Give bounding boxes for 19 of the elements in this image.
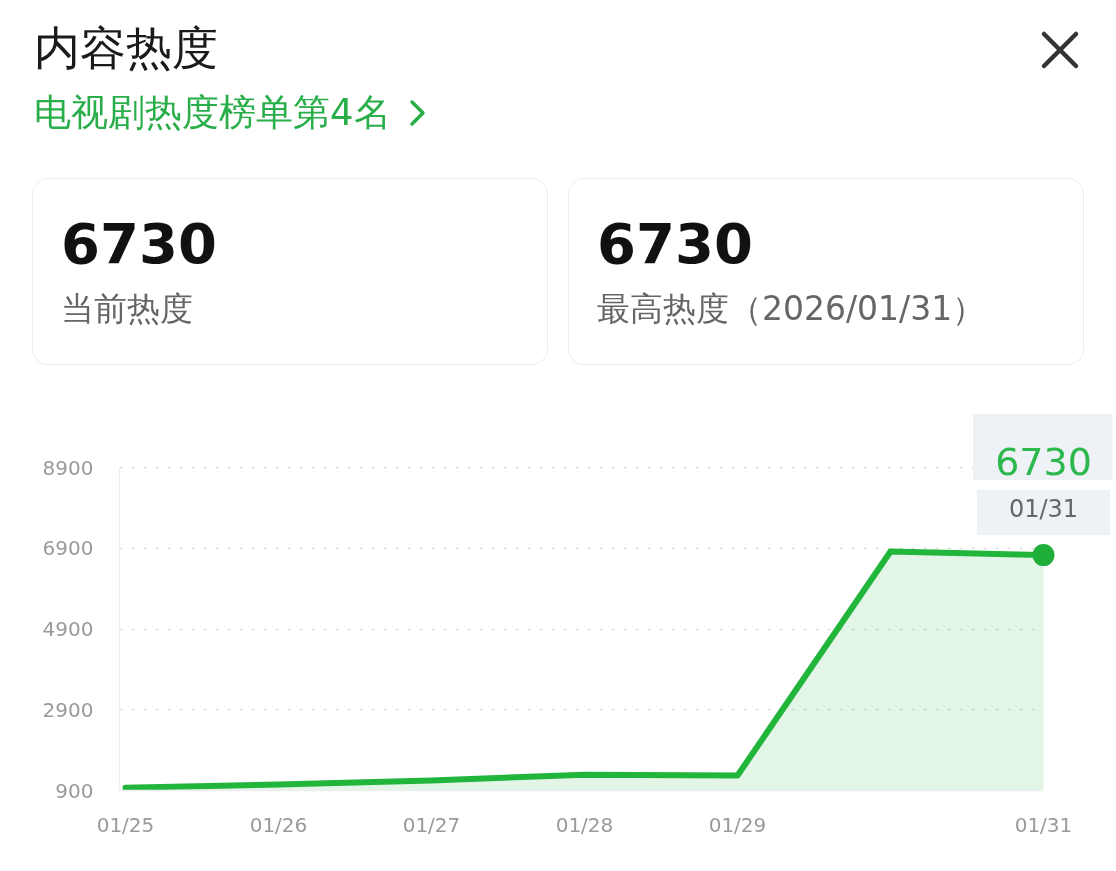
y-tick-label: 900 xyxy=(55,778,94,803)
text: 6730 xyxy=(597,211,753,276)
text: 6730 xyxy=(61,211,217,276)
y-tick-label: 4900 xyxy=(42,617,94,641)
x-tick-label: 01/29 xyxy=(708,812,767,837)
x-tick-label: 01/28 xyxy=(555,812,614,837)
text: 当前热度 xyxy=(61,289,193,329)
chart-title: 内容热度 xyxy=(34,20,218,77)
x-tick-label: 01/27 xyxy=(402,812,461,837)
text: 最高热度（2026/01/31） xyxy=(597,289,986,329)
y-tick-label: 6900 xyxy=(42,536,94,561)
y-tick-label: 8900 xyxy=(42,455,94,480)
chart-subtitle: 电视剧热度榜单第4名 xyxy=(34,90,391,136)
x-tick-label: 01/31 xyxy=(1014,812,1073,837)
y-tick-label: 2900 xyxy=(42,697,94,722)
x-tick-label: 01/26 xyxy=(249,812,308,837)
x-tick-label: 01/25 xyxy=(96,812,155,837)
annotation: 6730 xyxy=(995,440,1092,485)
annotation: 01/31 xyxy=(1008,495,1079,524)
